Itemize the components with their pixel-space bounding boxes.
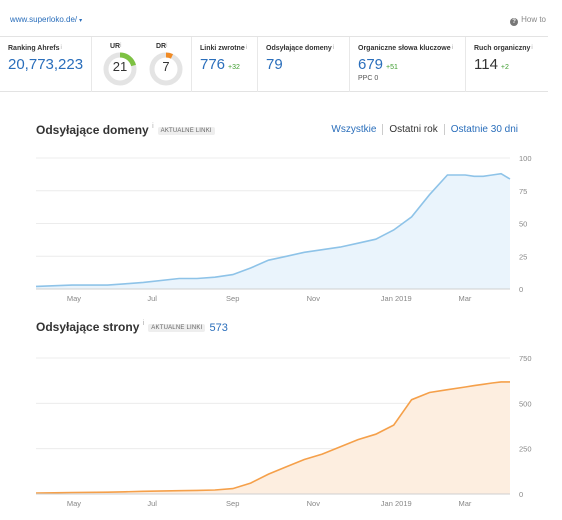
dr-label: DR — [156, 43, 167, 50]
metric-ranking: Ranking Ahrefsi 20,773,223 — [0, 37, 92, 92]
x-tick-label: Sep — [226, 294, 239, 303]
metric-keywords-label: Organiczne słowa kluczowe — [358, 45, 451, 52]
info-icon[interactable]: i — [152, 123, 154, 130]
info-icon[interactable]: i — [245, 45, 248, 51]
current-links-badge: AKTUALNE LINKI — [157, 127, 215, 135]
series-line[interactable] — [35, 381, 510, 494]
x-tick-label: Jan 2019 — [381, 499, 412, 508]
info-icon[interactable]: i — [451, 45, 453, 51]
y-tick-label: 25 — [519, 252, 527, 261]
how-to-label[interactable]: How to — [521, 15, 546, 24]
series-line[interactable] — [35, 172, 511, 288]
series-area — [36, 381, 510, 494]
series-area — [36, 173, 510, 289]
ref-domains-chart-header: Odsyłające domeny iAKTUALNE LINKI Wszyst… — [36, 123, 536, 143]
y-tick-label: 0 — [519, 490, 523, 499]
metric-backlinks-value[interactable]: 776 — [200, 56, 226, 73]
dr-gauge — [149, 52, 183, 86]
help-icon: ? — [510, 18, 519, 26]
metric-ranking-value[interactable]: 20,773,223 — [8, 56, 84, 73]
metric-backlinks: Linki zwrotnei 776 +32 — [192, 37, 258, 92]
info-icon[interactable]: i — [531, 45, 533, 51]
x-tick-label: Jul — [147, 499, 157, 508]
x-tick-label: Nov — [307, 499, 321, 508]
metric-ref-domains: Odsyłające domenyi 79 — [258, 37, 350, 92]
info-icon[interactable]: i — [120, 43, 122, 49]
metric-backlinks-delta: +32 — [228, 64, 240, 71]
tab-all[interactable]: Wszystkie — [325, 124, 384, 135]
ref-pages-chart: 0 250 500 750 May Jul Sep Nov Jan 2019 Mar — [35, 354, 532, 508]
ur-gauge-fill — [119, 52, 136, 67]
top-bar: www.superloko.de/▾ ? How to — [0, 0, 562, 30]
y-tick-label: 75 — [519, 187, 527, 196]
x-tick-label: Jul — [147, 294, 157, 303]
x-tick-label: Sep — [226, 499, 239, 508]
chart-title: Odsyłające strony — [36, 320, 140, 334]
tab-last-year[interactable]: Ostatni rok — [383, 124, 445, 135]
dr-gauge-fill — [165, 52, 174, 59]
tab-last-30-days[interactable]: Ostatnie 30 dni — [450, 124, 518, 135]
ur-label: UR — [110, 43, 121, 50]
metric-ranking-label: Ranking Ahrefs — [8, 45, 60, 52]
y-tick-label: 50 — [519, 220, 527, 229]
x-tick-label: Nov — [307, 294, 321, 303]
metric-traffic-label: Ruch organiczny — [474, 45, 531, 52]
y-tick-label: 0 — [519, 285, 523, 294]
y-tick-label: 100 — [519, 154, 532, 163]
metric-ref-domains-label: Odsyłające domeny — [266, 45, 332, 52]
ur-value: 21 — [112, 59, 128, 74]
period-tabs: Wszystkie Ostatni rok Ostatnie 30 dni — [325, 124, 518, 135]
metric-ref-domains-value[interactable]: 79 — [266, 56, 283, 73]
x-tick-label: May — [67, 294, 81, 303]
metric-traffic: Ruch organicznyi 114 +2 — [466, 37, 548, 92]
metric-keywords-delta: +51 — [386, 64, 398, 71]
metric-ur-dr: URi 21 DRi 7 — [92, 37, 192, 92]
info-icon[interactable]: i — [142, 320, 145, 327]
ref-pages-chart-header: Odsyłające strony iAKTUALNE LINKI 573 — [36, 320, 536, 340]
y-tick-label: 250 — [519, 445, 532, 454]
x-tick-label: Jan 2019 — [381, 294, 412, 303]
info-icon[interactable]: i — [332, 45, 335, 51]
y-tick-label: 750 — [519, 354, 532, 363]
info-icon[interactable]: i — [60, 45, 62, 51]
site-url[interactable]: www.superloko.de/ — [10, 15, 78, 24]
metric-ppc: PPC 0 — [358, 75, 379, 82]
ref-domains-chart: 0 25 50 75 100 May Jul Sep Nov Jan 2019 Mar — [35, 154, 532, 303]
ref-pages-count[interactable]: 573 — [209, 322, 228, 334]
x-tick-label: May — [67, 499, 81, 508]
ur-gauge — [103, 52, 137, 86]
how-to-link[interactable]: ? How to — [510, 15, 546, 26]
metric-keywords-value[interactable]: 679 — [358, 56, 384, 73]
metric-traffic-delta: +2 — [500, 64, 509, 71]
metric-keywords: Organiczne słowa kluczowei 679 +51 PPC 0 — [350, 37, 466, 92]
metric-backlinks-label: Linki zwrotne — [200, 45, 245, 52]
dr-value: 7 — [162, 59, 170, 74]
current-links-badge: AKTUALNE LINKI — [148, 324, 206, 332]
site-url-dropdown[interactable]: www.superloko.de/▾ — [10, 15, 82, 24]
info-icon[interactable]: i — [166, 43, 168, 49]
x-tick-label: Mar — [459, 499, 472, 508]
x-tick-label: Mar — [459, 294, 472, 303]
metrics-row: Ranking Ahrefsi 20,773,223 URi 21 DRi 7 … — [0, 36, 548, 92]
chart-title: Odsyłające domeny — [36, 123, 149, 137]
y-tick-label: 500 — [519, 399, 532, 408]
chevron-down-icon[interactable]: ▾ — [79, 18, 83, 24]
metric-traffic-value[interactable]: 114 — [474, 56, 498, 73]
